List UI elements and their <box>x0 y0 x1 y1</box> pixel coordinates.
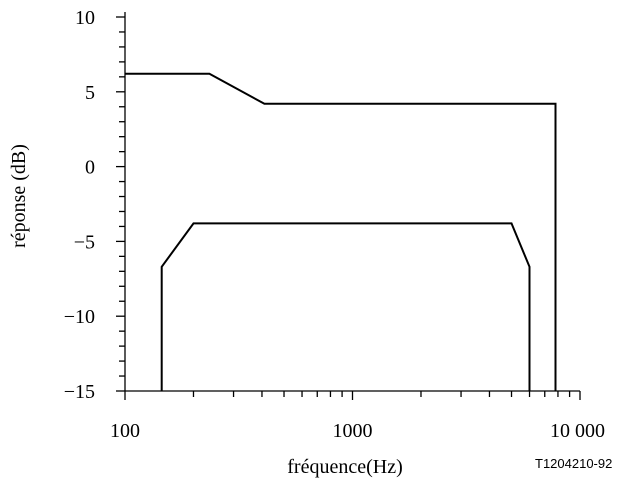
reference-code: T1204210-92 <box>535 456 612 471</box>
x-axis-title: fréquence(Hz) <box>287 456 402 478</box>
y-tick-labels: 10 5 0 −5 −10 −15 <box>64 7 95 403</box>
y-tick-label: −15 <box>64 381 95 403</box>
y-axis: 10 5 0 −5 −10 −15 <box>64 7 126 403</box>
x-tick-label: 100 <box>110 420 140 442</box>
y-tick-label: −5 <box>74 231 95 253</box>
x-axis: 100 1000 10 000 <box>110 390 605 442</box>
y-tick-label: 10 <box>75 7 95 29</box>
x-ticks <box>124 391 581 400</box>
y-tick-label: 5 <box>85 82 95 104</box>
series-layer <box>125 72 557 391</box>
y-tick-label: −10 <box>64 306 95 328</box>
y-axis-title: réponse (dB) <box>8 144 30 248</box>
series-lower-limit <box>160 222 531 391</box>
series-upper-limit <box>125 72 557 391</box>
x-tick-label: 10 000 <box>550 420 605 442</box>
x-tick-labels: 100 1000 10 000 <box>110 420 605 442</box>
x-tick-label: 1000 <box>333 420 373 442</box>
y-tick-label: 0 <box>85 157 95 179</box>
y-minor-ticks <box>116 16 125 392</box>
